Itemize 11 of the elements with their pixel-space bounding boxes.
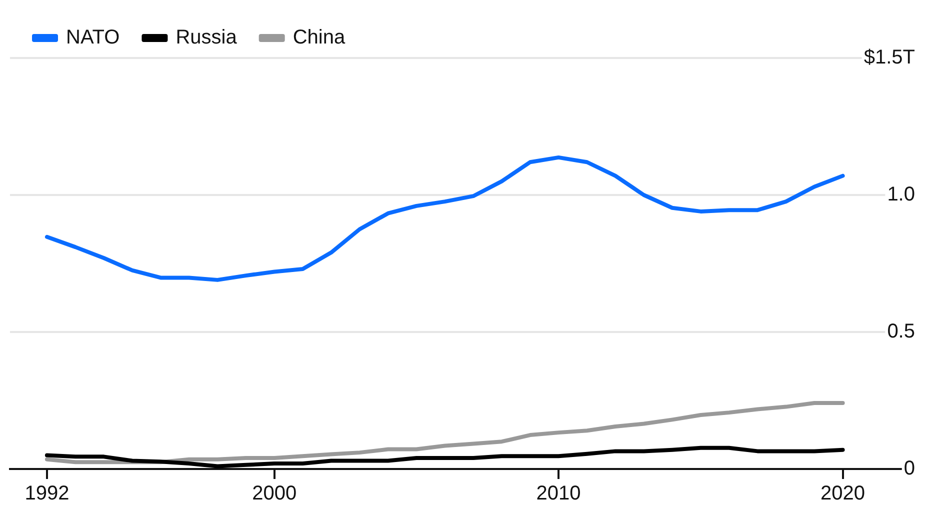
- legend-label: China: [292, 26, 346, 49]
- legend-label: Russia: [176, 26, 238, 49]
- y-tick-label: 0: [904, 458, 915, 480]
- x-tick-label: 1992: [24, 482, 70, 505]
- x-tick-label: 2020: [820, 482, 866, 505]
- legend-label: NATO: [66, 26, 120, 49]
- x-tick-label: 2000: [252, 482, 297, 505]
- y-tick-label: 0.5: [887, 320, 915, 343]
- x-tick-label: 2010: [536, 482, 581, 505]
- y-tick-label: $1.5T: [864, 46, 915, 69]
- y-tick-label: 1.0: [887, 184, 915, 206]
